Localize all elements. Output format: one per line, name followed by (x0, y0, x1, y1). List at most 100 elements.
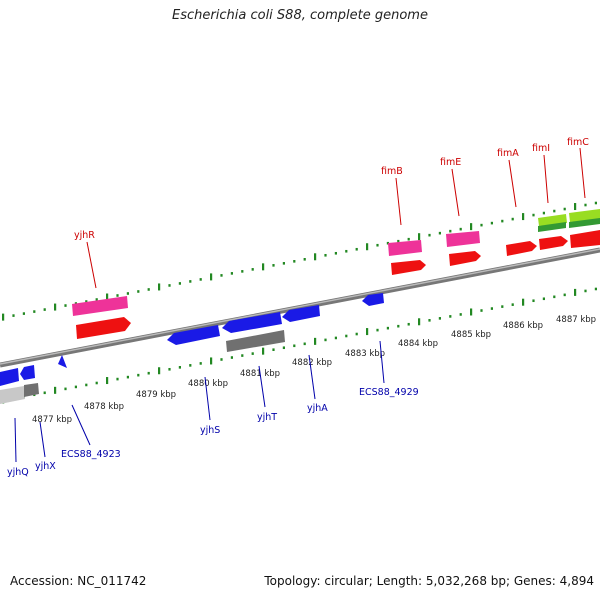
reverse-label-track: yjhQ yjhX ECS88_4923 yjhS yjhT yjhA ECS8… (7, 340, 419, 478)
label-yjhS[interactable]: yjhS (200, 425, 220, 436)
minor-tick (438, 231, 441, 235)
label-yjhT[interactable]: yjhT (257, 412, 277, 423)
minor-tick (542, 297, 545, 301)
minor-tick (147, 371, 150, 375)
gene-fimC-feature[interactable] (569, 209, 600, 222)
major-tick (418, 233, 421, 241)
gene-fimB-cds[interactable] (391, 260, 426, 275)
minor-tick (95, 298, 98, 301)
reverse-gene-track (0, 293, 384, 404)
minor-tick (386, 241, 389, 245)
gene-yjhT[interactable] (222, 312, 282, 333)
accession-text: Accession: NC_011742 (10, 574, 147, 588)
minor-tick (189, 364, 192, 367)
label-yjhA[interactable]: yjhA (307, 403, 328, 414)
major-tick (470, 308, 473, 316)
gene-fimE-cds[interactable] (449, 251, 481, 266)
minor-tick (438, 317, 441, 320)
gene-fimE[interactable] (446, 231, 480, 247)
gene-yjhQ-pseudo[interactable] (0, 386, 25, 404)
minor-tick (126, 292, 129, 295)
minor-tick (230, 272, 233, 275)
major-tick (54, 303, 57, 311)
minor-tick (449, 229, 452, 233)
gene-yjhR[interactable] (72, 296, 128, 316)
label-fimB[interactable]: fimB (381, 166, 403, 177)
major-tick (158, 283, 161, 291)
label-yjhQ[interactable]: yjhQ (7, 467, 29, 478)
minor-tick (397, 239, 400, 243)
major-tick (158, 367, 161, 375)
minor-tick (376, 328, 379, 332)
minor-tick (33, 310, 36, 313)
minor-tick (501, 219, 504, 223)
gene-yjhX-pseudo[interactable] (24, 383, 39, 397)
major-tick (210, 273, 213, 281)
gene-fimA[interactable] (506, 241, 537, 256)
label-fimE[interactable]: fimE (440, 157, 461, 168)
label-fimI[interactable]: fimI (532, 143, 550, 154)
major-tick (106, 377, 109, 385)
major-tick (2, 313, 5, 321)
scale-label: 4880 kbp (188, 379, 228, 389)
gene-ECS88_4929[interactable] (362, 293, 384, 306)
forward-gene-track (72, 209, 600, 339)
scale-label: 4885 kbp (451, 330, 491, 340)
major-tick (366, 328, 369, 336)
minor-tick (376, 243, 379, 247)
minor-tick (137, 373, 140, 377)
scale-label: 4879 kbp (136, 390, 176, 400)
label-yjhX[interactable]: yjhX (35, 461, 56, 472)
scale-label: 4882 kbp (292, 358, 332, 368)
minor-tick (22, 312, 25, 315)
minor-tick (43, 391, 46, 395)
minor-tick (584, 289, 587, 293)
label-ECS88_4923[interactable]: ECS88_4923 (61, 449, 121, 460)
label-yjhR[interactable]: yjhR (74, 230, 95, 241)
genome-backbone (0, 247, 600, 368)
minor-tick (532, 299, 535, 303)
gene-yjhA[interactable] (282, 305, 320, 322)
label-fimC[interactable]: fimC (567, 137, 589, 148)
gene-yjhT-pseudo[interactable] (226, 330, 285, 352)
minor-tick (116, 377, 119, 381)
minor-tick (282, 346, 285, 350)
minor-tick (334, 251, 337, 255)
gene-yjhS[interactable] (167, 325, 220, 345)
minor-tick (480, 309, 483, 312)
minor-tick (74, 385, 77, 389)
scale-label: 4878 kbp (84, 402, 124, 412)
major-tick (574, 288, 577, 296)
gene-fimI-feature-shade[interactable] (538, 222, 566, 232)
gene-yjhQ[interactable] (0, 368, 19, 386)
minor-tick (532, 213, 535, 217)
minor-tick (355, 332, 358, 336)
minor-tick (116, 294, 119, 297)
major-tick (522, 213, 525, 221)
minor-tick (85, 300, 88, 303)
gene-fimC[interactable] (570, 230, 600, 248)
minor-tick (303, 342, 306, 346)
gene-ECS88_4923[interactable] (58, 355, 67, 368)
minor-tick (147, 288, 150, 291)
label-fimA[interactable]: fimA (497, 148, 519, 159)
minor-tick (449, 315, 452, 318)
gene-fimI[interactable] (539, 236, 568, 250)
minor-tick (272, 348, 275, 351)
minor-tick (345, 249, 348, 253)
minor-tick (241, 354, 244, 357)
scale-label: 4887 kbp (556, 315, 596, 325)
gene-fimB[interactable] (388, 240, 422, 256)
minor-tick (511, 217, 514, 221)
gene-yjhR-cds[interactable] (76, 317, 131, 339)
minor-tick (553, 209, 556, 213)
label-ECS88_4929[interactable]: ECS88_4929 (359, 387, 419, 398)
minor-tick (95, 381, 98, 385)
minor-tick (85, 383, 88, 387)
minor-tick (501, 305, 504, 308)
minor-tick (407, 322, 410, 326)
gene-yjhX[interactable] (20, 365, 35, 380)
gene-fimC-feature-shade[interactable] (569, 218, 600, 228)
minor-tick (43, 308, 46, 311)
genome-backbone-highlight (0, 248, 600, 365)
